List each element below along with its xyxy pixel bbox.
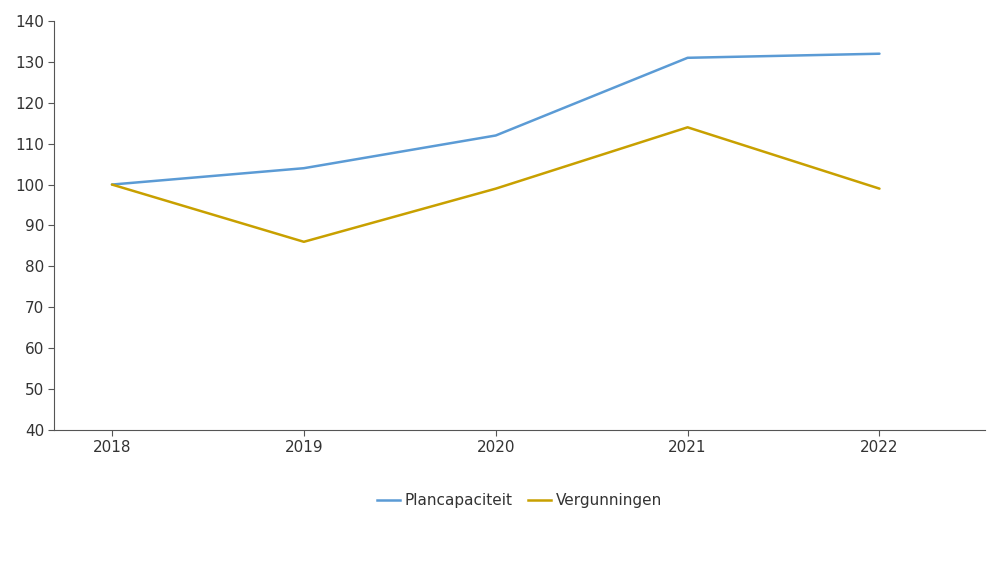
Legend: Plancapaciteit, Vergunningen: Plancapaciteit, Vergunningen: [371, 487, 668, 514]
Vergunningen: [682, 124, 694, 131]
Vergunningen: [106, 181, 118, 188]
Vergunningen: [298, 238, 310, 245]
Plancapaciteit: [873, 50, 885, 57]
Plancapaciteit: [106, 181, 118, 188]
Plancapaciteit: [682, 54, 694, 61]
Vergunningen: [490, 185, 502, 192]
Line: Plancapaciteit: Plancapaciteit: [112, 54, 879, 185]
Plancapaciteit: [298, 165, 310, 171]
Line: Vergunningen: Vergunningen: [112, 127, 879, 242]
Vergunningen: [873, 185, 885, 192]
Plancapaciteit: [490, 132, 502, 139]
